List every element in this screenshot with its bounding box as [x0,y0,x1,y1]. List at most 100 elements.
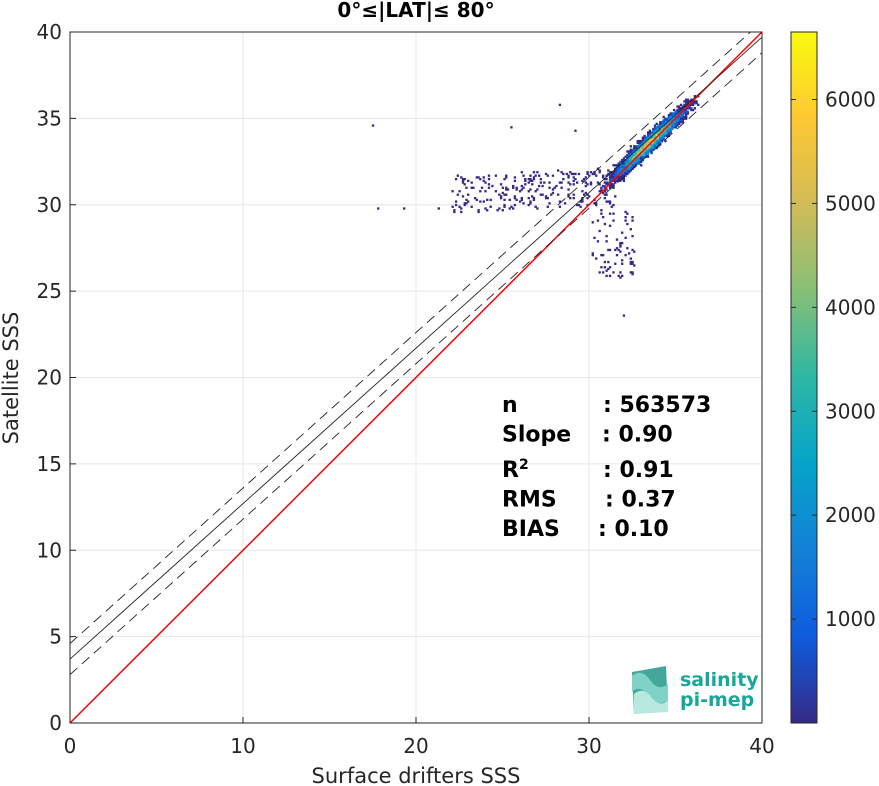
density-cell [629,164,632,167]
density-cell [605,240,608,243]
colorbar-tick-label: 4000 [825,295,876,319]
density-cell [655,129,658,132]
density-cell [646,155,650,158]
density-cell [505,176,508,179]
density-cell [527,177,530,181]
density-cell [664,139,667,143]
density-cell [472,186,475,189]
density-cell [633,160,636,164]
density-cell [693,95,696,98]
density-cell [652,145,655,148]
density-cell [577,172,581,176]
density-cell [499,196,503,200]
density-cell [563,202,567,205]
density-cell [652,141,655,145]
density-cell [676,117,679,120]
density-cell [529,179,532,183]
stat-value: : 0.91 [603,458,674,483]
density-cell [676,120,679,124]
density-cell [622,179,626,183]
density-cell [660,129,664,132]
density-cell [627,152,631,155]
density-cell [601,253,605,257]
density-cell [503,205,506,208]
density-cell [664,129,667,132]
density-cell [582,177,586,181]
density-cell [622,164,626,167]
density-cell [633,153,636,157]
density-cell [678,112,681,115]
density-cell [640,158,643,162]
density-cell [655,145,658,148]
density-cell [669,120,672,124]
density-cell [631,157,634,160]
density-cell [667,126,671,129]
density-cell [636,152,639,155]
density-cell [467,179,470,183]
density-cell [640,153,643,157]
density-cell [605,274,608,278]
density-cell [643,145,646,148]
density-cell [671,122,674,126]
density-cell [595,202,598,205]
density-cell [607,169,610,172]
density-cell [603,196,607,200]
density-cell [515,188,518,191]
density-cell [489,198,492,202]
density-cell [536,188,539,191]
density-cell [487,177,491,181]
density-cell [652,131,655,134]
density-cell [608,177,612,181]
density-cell [641,139,645,143]
y-tick-label: 30 [37,193,62,217]
density-cell [496,209,499,212]
density-cell [626,150,629,153]
density-cell [660,127,664,131]
density-cell [633,157,636,160]
density-cell [529,177,532,181]
density-cell [646,133,650,136]
density-cell [627,162,631,165]
density-cell [634,146,638,150]
y-tick-label: 20 [37,366,62,390]
density-cell [655,141,658,145]
density-cell [629,262,632,265]
density-cell [499,183,503,186]
density-cell [615,167,619,170]
density-cell [537,184,541,188]
density-cell [598,183,601,186]
density-cell [669,112,672,115]
density-cell [650,148,653,151]
density-cell [403,207,406,210]
density-cell [614,181,617,184]
density-cell [631,164,634,167]
density-cell [640,155,643,158]
y-axis-ticks: 0 5 10 15 20 25 30 35 40 [37,20,76,735]
salinity-pimep-logo: salinity pi-mep [632,666,759,714]
density-cell [627,160,631,164]
density-cell [638,162,641,165]
density-cell [619,165,622,169]
density-cell [672,115,676,119]
density-cell [681,115,684,119]
density-cell [685,105,688,108]
density-cell [650,150,653,153]
density-cell [475,198,479,202]
density-cell [664,134,667,138]
stat-value: : 0.37 [605,488,676,513]
density-cell [645,153,648,157]
density-cell [556,169,560,172]
density-cell [614,164,617,167]
density-cell [653,136,657,139]
density-cell [567,181,570,184]
density-cell [665,119,669,122]
density-cell [633,162,636,165]
density-cell [638,160,641,164]
density-cell [627,157,631,160]
density-cell [697,103,700,107]
density-cell [527,203,530,207]
density-cell [558,200,562,203]
density-cell [586,183,589,186]
density-cell [686,100,690,103]
density-cell [652,129,655,132]
